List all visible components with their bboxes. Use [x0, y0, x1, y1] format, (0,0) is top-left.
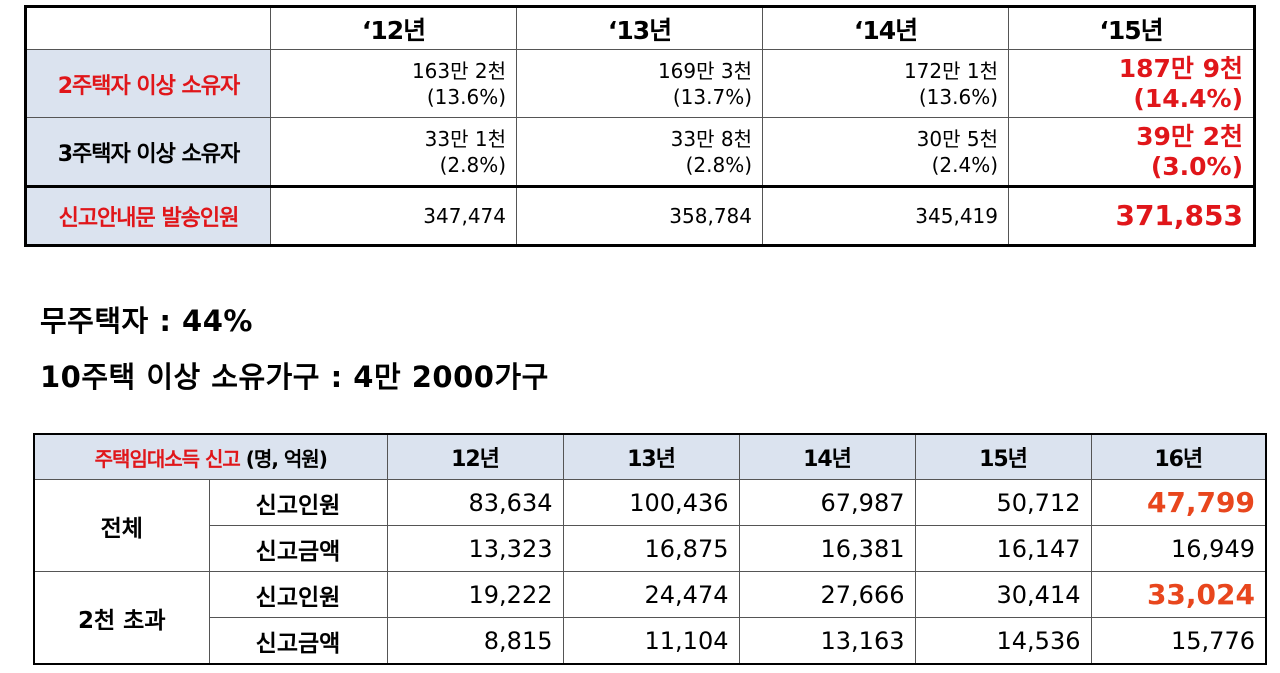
table-row: 2주택자 이상 소유자 163만 2천 (13.6%) 169만 3천 (13.… [25, 49, 1255, 118]
row-label: 3주택자 이상 소유자 [25, 117, 271, 187]
table-row: 신고안내문 발송인원 347,474 358,784 345,419 371,8… [25, 185, 1255, 246]
header-row: ‘12년 ‘13년 ‘14년 ‘15년 [25, 6, 1255, 50]
row-label: 2주택자 이상 소유자 [25, 49, 271, 118]
data-cell: 345,419 [762, 185, 1009, 246]
data-cell: 358,784 [516, 185, 763, 246]
value-cell-highlight: 47,799 [1090, 479, 1267, 526]
metric-label: 신고금액 [208, 617, 388, 665]
count-value: 33만 1천 [424, 126, 506, 151]
owners-by-year-table: ‘12년 ‘13년 ‘14년 ‘15년 2주택자 이상 소유자 163만 2천 … [24, 5, 1256, 247]
ten-plus-houses-stat: 10주택 이상 소유가구 : 4만 2000가구 [40, 360, 549, 394]
count-value: 39만 2천 [1136, 121, 1243, 151]
value-cell: 13,163 [738, 617, 916, 665]
value-cell: 16,381 [738, 525, 916, 572]
caption-title: 주택임대소득 신고 [94, 446, 241, 471]
year-header: 15년 [914, 433, 1092, 480]
value-cell: 67,987 [738, 479, 916, 526]
metric-label: 신고인원 [208, 571, 388, 618]
year-header: ‘14년 [762, 6, 1009, 50]
year-header: 14년 [738, 433, 916, 480]
table-row: 신고금액 13,323 16,875 16,381 16,147 16,949 [34, 525, 1267, 572]
percent-value: (2.8%) [685, 152, 752, 177]
percent-value: (2.4%) [931, 152, 998, 177]
value-cell: 8,815 [386, 617, 564, 665]
value-cell: 14,536 [914, 617, 1092, 665]
percent-value: (14.4%) [1133, 83, 1243, 113]
data-cell-highlight: 39만 2천 (3.0%) [1008, 117, 1255, 187]
count-value: 169만 3천 [657, 58, 752, 83]
year-header: ‘13년 [516, 6, 763, 50]
data-cell-highlight: 187만 9천 (14.4%) [1008, 49, 1255, 118]
table-caption: 주택임대소득 신고 (명, 억원) [33, 433, 388, 480]
group-label: 2천 초과 [33, 571, 210, 665]
data-cell: 33만 8천 (2.8%) [516, 117, 763, 187]
rental-income-report-table: 주택임대소득 신고 (명, 억원) 12년 13년 14년 15년 16년 전체… [33, 433, 1267, 665]
value-cell: 11,104 [562, 617, 740, 665]
value-cell: 30,414 [914, 571, 1092, 618]
value-cell: 50,712 [914, 479, 1092, 526]
percent-value: (2.8%) [439, 152, 506, 177]
row-label: 신고안내문 발송인원 [25, 185, 271, 246]
table-row: 3주택자 이상 소유자 33만 1천 (2.8%) 33만 8천 (2.8%) … [25, 117, 1255, 187]
value-cell: 27,666 [738, 571, 916, 618]
count-value: 172만 1천 [903, 58, 998, 83]
percent-value: (13.6%) [918, 84, 998, 109]
year-header: ‘15년 [1008, 6, 1255, 50]
year-header: 16년 [1090, 433, 1267, 480]
group-label: 전체 [33, 479, 210, 572]
year-header: 12년 [386, 433, 564, 480]
value-cell: 16,875 [562, 525, 740, 572]
table-row: 신고금액 8,815 11,104 13,163 14,536 15,776 [34, 617, 1267, 665]
data-cell: 172만 1천 (13.6%) [762, 49, 1009, 118]
header-row: 주택임대소득 신고 (명, 억원) 12년 13년 14년 15년 16년 [33, 433, 1267, 480]
caption-unit: (명, 억원) [239, 446, 328, 471]
value-cell: 19,222 [386, 571, 564, 618]
year-header: ‘12년 [270, 6, 517, 50]
data-cell: 169만 3천 (13.7%) [516, 49, 763, 118]
value-cell: 15,776 [1090, 617, 1267, 665]
value-cell: 83,634 [386, 479, 564, 526]
count-value: 187만 9천 [1118, 53, 1243, 83]
value-cell-highlight: 33,024 [1090, 571, 1267, 618]
table-row: 2천 초과 신고인원 19,222 24,474 27,666 30,414 3… [33, 571, 1267, 665]
percent-value: (3.0%) [1150, 151, 1243, 181]
corner-cell [25, 6, 271, 50]
percent-value: (13.7%) [672, 84, 752, 109]
value-cell: 16,949 [1090, 525, 1267, 572]
data-cell: 163만 2천 (13.6%) [270, 49, 517, 118]
data-cell: 33만 1천 (2.8%) [270, 117, 517, 187]
percent-value: (13.6%) [426, 84, 506, 109]
metric-label: 신고인원 [208, 479, 388, 526]
data-cell-highlight: 371,853 [1008, 185, 1255, 246]
value-cell: 24,474 [562, 571, 740, 618]
table-row: 전체 신고인원 83,634 100,436 67,987 50,712 47,… [33, 479, 1267, 572]
count-value: 33만 8천 [670, 126, 752, 151]
count-value: 163만 2천 [411, 58, 506, 83]
value-cell: 100,436 [562, 479, 740, 526]
data-cell: 347,474 [270, 185, 517, 246]
value-cell: 16,147 [914, 525, 1092, 572]
homeless-stat: 무주택자 : 44% [40, 304, 253, 338]
year-header: 13년 [562, 433, 740, 480]
count-value: 30만 5천 [916, 126, 998, 151]
data-cell: 30만 5천 (2.4%) [762, 117, 1009, 187]
metric-label: 신고금액 [208, 525, 388, 572]
value-cell: 13,323 [386, 525, 564, 572]
